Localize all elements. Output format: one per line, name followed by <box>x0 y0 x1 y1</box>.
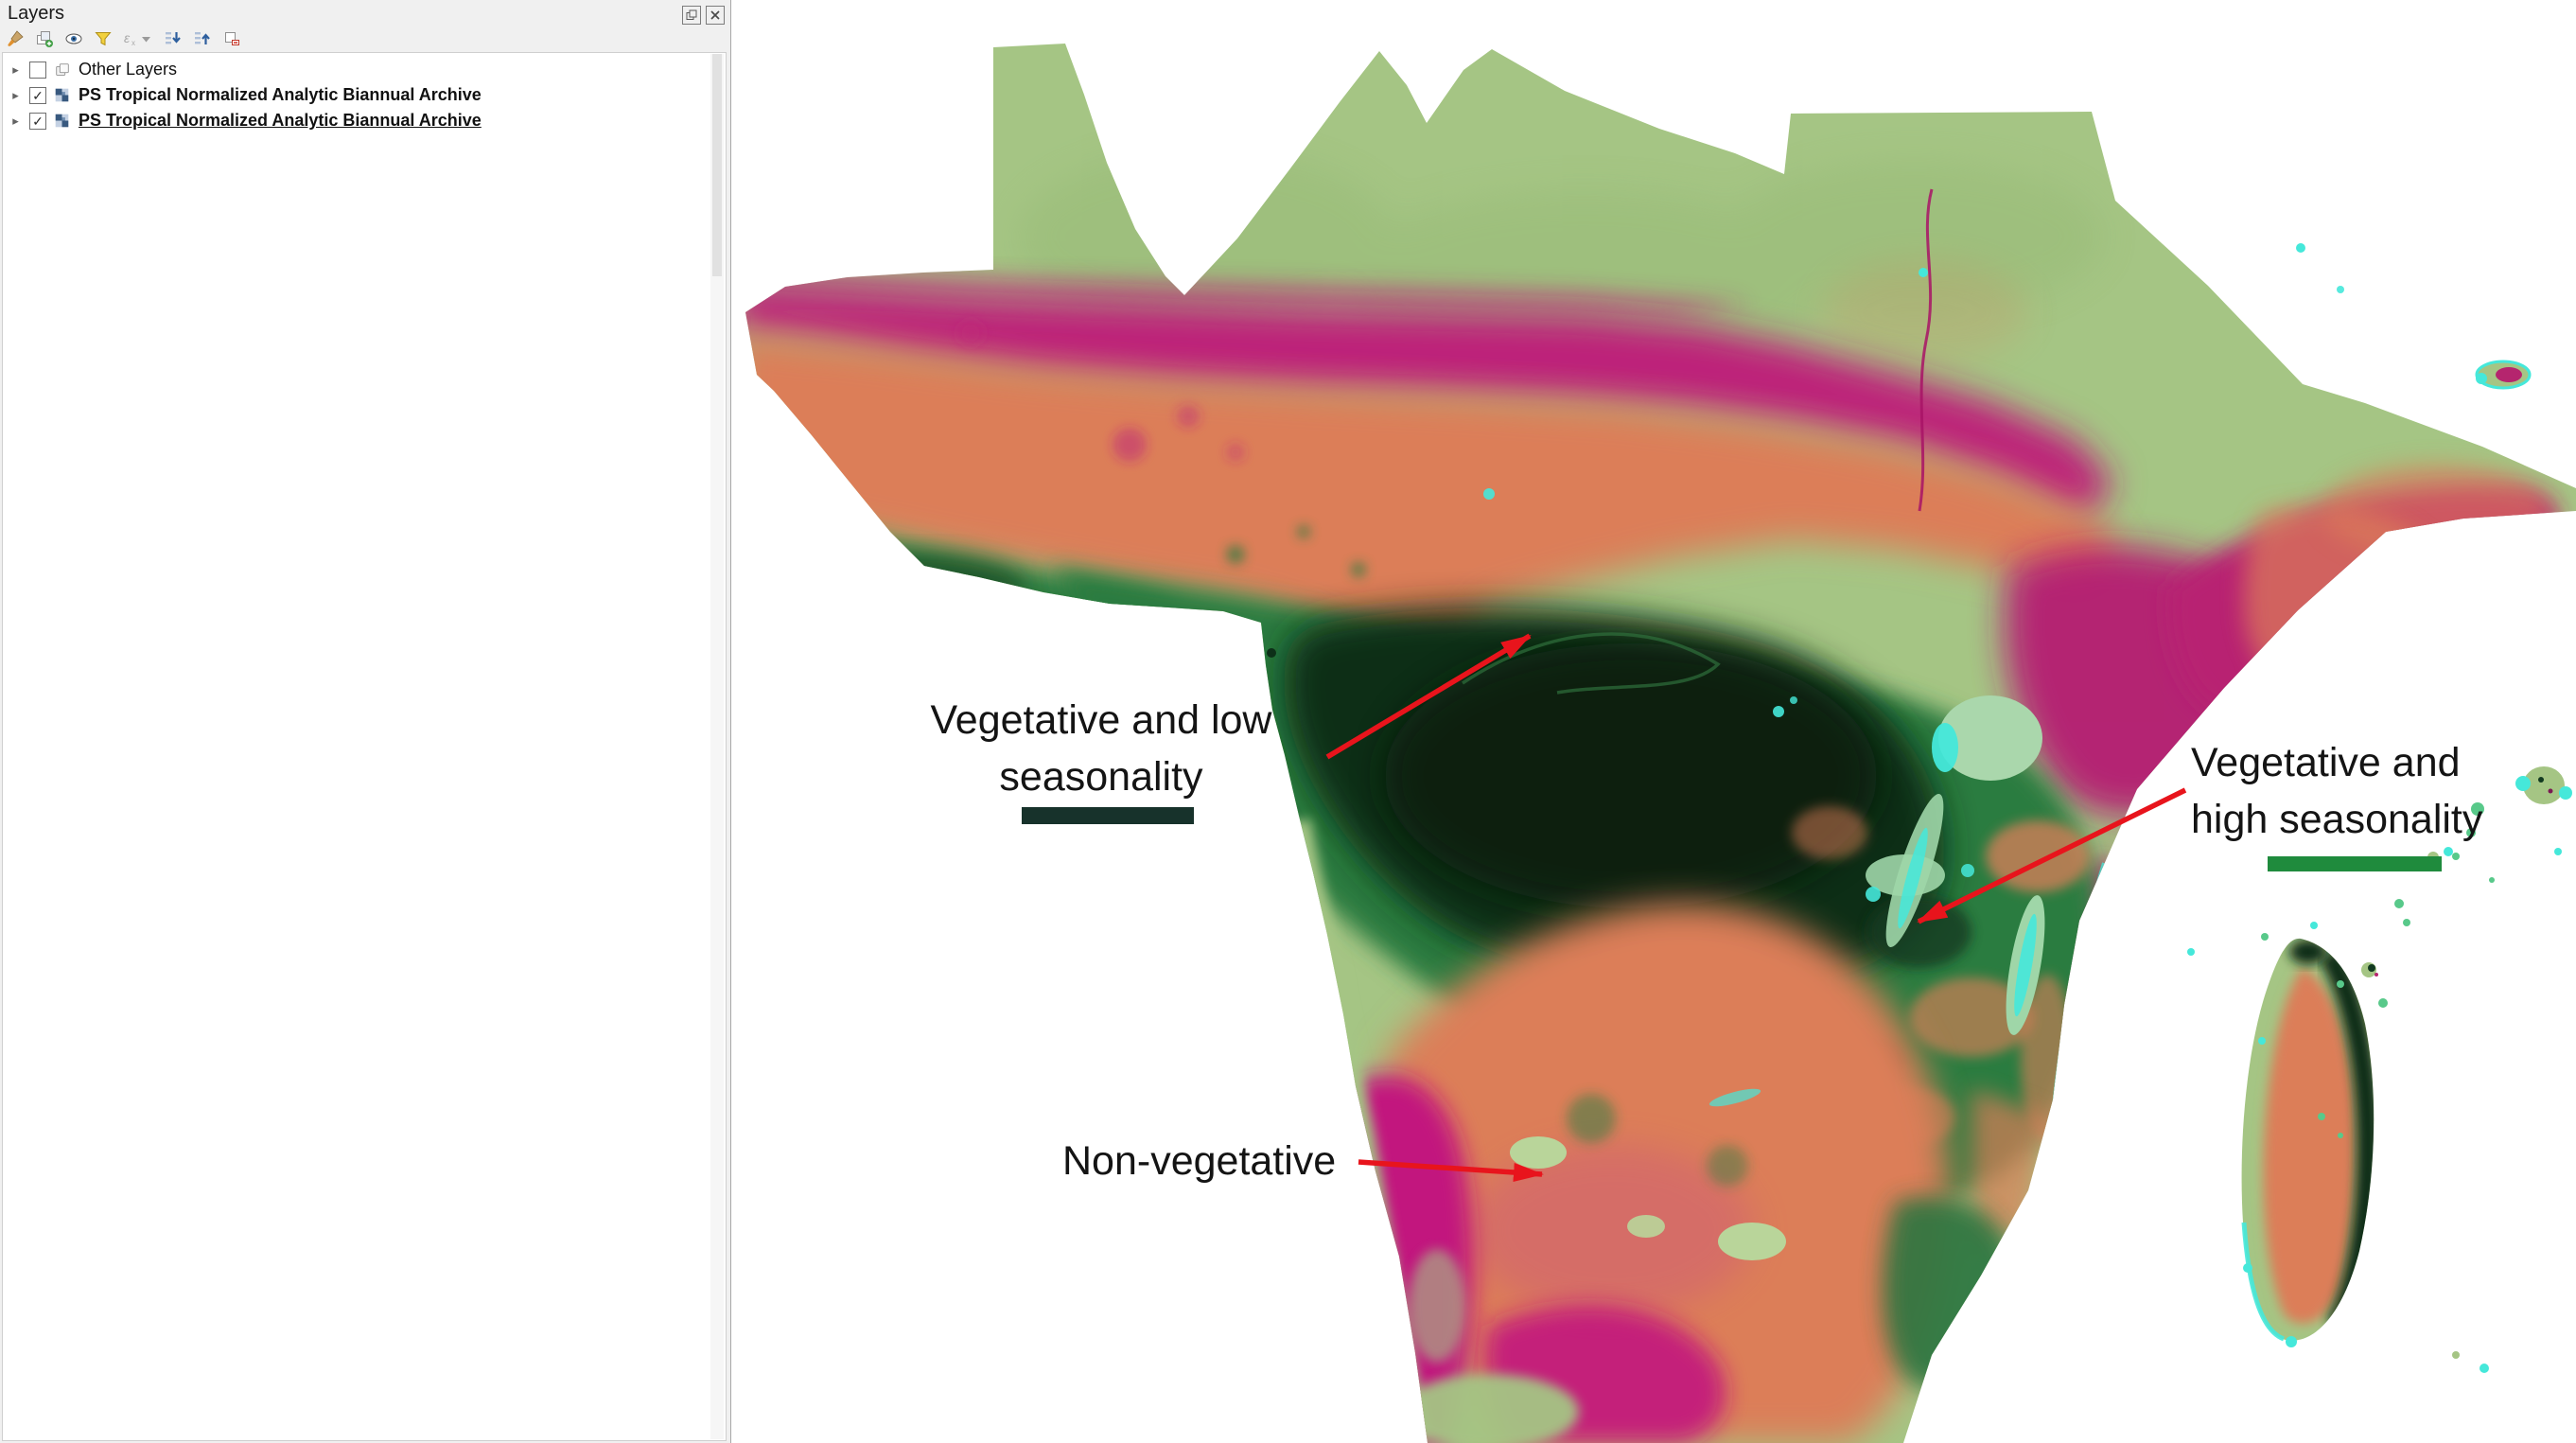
scrollbar-thumb[interactable] <box>712 54 722 276</box>
manage-map-themes-button[interactable] <box>63 28 84 49</box>
expander-icon[interactable]: ▸ <box>12 113 19 128</box>
float-panel-icon <box>686 9 697 20</box>
collapse-all-icon <box>195 32 210 44</box>
remove-layer-icon <box>225 32 239 45</box>
annotation-line: Vegetative and <box>2191 740 2461 785</box>
open-layer-styling-button[interactable] <box>5 28 26 49</box>
layers-toolbar: ε x <box>5 27 242 50</box>
annotation-non-vegetative: Non-vegetative <box>1062 1133 1336 1189</box>
remove-layer-button[interactable] <box>221 28 242 49</box>
africa-false-color-raster <box>745 44 2576 1443</box>
raster-layer-icon <box>54 87 71 104</box>
layers-panel: Layers <box>0 0 731 1443</box>
add-group-icon <box>37 31 53 47</box>
layer-row-ps-tropical-2[interactable]: ▸ ✓ PS Tropical Normalized Analytic Bian… <box>3 108 726 133</box>
add-group-button[interactable] <box>34 28 55 49</box>
layer-label: PS Tropical Normalized Analytic Biannual… <box>79 85 482 104</box>
annotation-line: seasonality <box>999 754 1203 800</box>
layer-group-icon <box>54 62 71 79</box>
veg-high-color-swatch <box>2268 856 2442 871</box>
styling-brush-icon <box>8 30 24 46</box>
layer-checkbox-checked[interactable]: ✓ <box>29 112 46 130</box>
layers-panel-titlebar[interactable]: Layers <box>0 0 730 26</box>
filter-by-expression-button[interactable]: ε x <box>122 28 154 49</box>
expand-all-icon <box>166 32 181 44</box>
filter-legend-button[interactable] <box>93 28 114 49</box>
layer-checkbox-unchecked[interactable] <box>29 61 46 79</box>
annotation-arrows <box>1325 633 2187 1182</box>
ocean-islands <box>2187 243 2572 1373</box>
map-canvas[interactable]: Vegetative and low seasonality Vegetativ… <box>732 0 2576 1443</box>
map-themes-eye-icon <box>65 33 82 44</box>
madagascar-island <box>2241 922 2374 1347</box>
panel-title: Layers <box>8 3 65 24</box>
arrow-veg-low <box>1325 633 1532 760</box>
annotation-line: Non-vegetative <box>1062 1138 1337 1184</box>
close-panel-icon <box>710 10 720 20</box>
expander-icon[interactable]: ▸ <box>12 87 19 102</box>
layer-checkbox-checked[interactable]: ✓ <box>29 86 46 104</box>
svg-text:ε: ε <box>124 30 131 45</box>
panel-window-buttons <box>682 6 725 25</box>
raster-layer-icon <box>54 113 71 130</box>
veg-low-color-swatch <box>1022 807 1194 824</box>
close-panel-button[interactable] <box>706 6 725 25</box>
arrow-veg-high <box>1917 787 2187 924</box>
annotation-veg-high-seasonality: Vegetative and high seasonality <box>2191 734 2576 848</box>
annotation-line: Vegetative and low <box>930 697 1272 743</box>
arrow-non-vegetative <box>1358 1159 1544 1182</box>
annotation-veg-low-seasonality: Vegetative and low seasonality <box>874 692 1328 805</box>
tree-scrollbar[interactable] <box>710 54 724 1439</box>
filter-funnel-icon <box>95 32 112 46</box>
annotation-line: high seasonality <box>2191 797 2483 842</box>
layer-row-other-layers[interactable]: ▸ Other Layers <box>3 57 726 82</box>
expander-icon[interactable]: ▸ <box>12 62 19 77</box>
layer-label: PS Tropical Normalized Analytic Biannual… <box>79 111 482 130</box>
expression-filter-icon: ε x <box>124 30 150 47</box>
layer-tree: ▸ Other Layers ▸ ✓ <box>2 52 727 1441</box>
svg-text:x: x <box>131 39 135 47</box>
expand-all-button[interactable] <box>163 28 184 49</box>
layer-row-ps-tropical-1[interactable]: ▸ ✓ PS Tropical Normalized Analytic Bian… <box>3 82 726 108</box>
layer-label: Other Layers <box>79 60 178 79</box>
collapse-all-button[interactable] <box>192 28 213 49</box>
float-panel-button[interactable] <box>682 6 701 25</box>
